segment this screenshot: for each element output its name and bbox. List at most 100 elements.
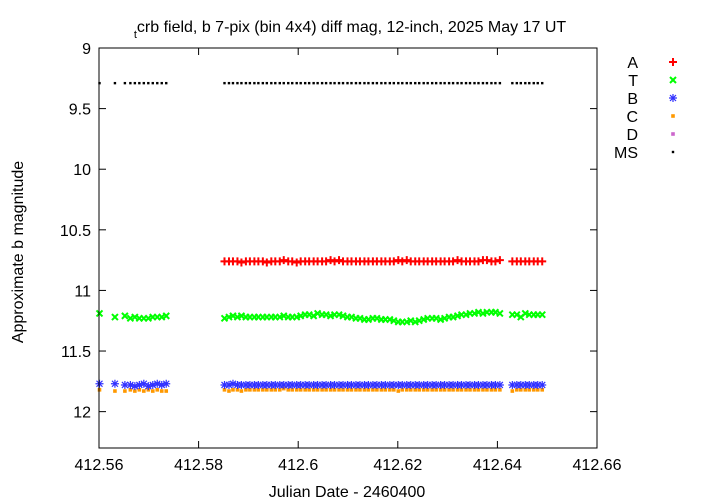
- data-point-ms: [541, 81, 544, 85]
- data-point-c: [159, 389, 164, 393]
- data-point-b: [389, 380, 398, 389]
- data-point-b: [398, 380, 407, 389]
- data-point-c: [413, 388, 418, 392]
- data-point-c: [137, 388, 142, 392]
- data-point-c: [222, 388, 227, 392]
- series-b: [95, 379, 547, 391]
- data-point-c: [128, 388, 133, 392]
- data-point-ms: [375, 81, 379, 85]
- data-point-c: [519, 388, 523, 392]
- data-point-b: [220, 380, 229, 389]
- data-point-c: [425, 388, 430, 392]
- data-point-c: [244, 388, 248, 392]
- data-point-b: [406, 380, 415, 389]
- data-point-a: [482, 256, 491, 265]
- data-point-ms: [536, 81, 539, 85]
- data-point-t: [162, 312, 170, 320]
- data-point-c: [455, 388, 460, 392]
- data-point-a: [233, 257, 242, 266]
- data-point-ms: [511, 81, 514, 85]
- data-point-ms: [160, 81, 163, 85]
- data-point-ms: [498, 81, 502, 85]
- data-point-b: [372, 380, 381, 389]
- data-point-ms: [439, 81, 442, 85]
- data-point-c: [489, 388, 494, 392]
- y-tick-label: 10: [73, 162, 91, 179]
- data-point-c: [311, 388, 316, 392]
- data-point-ms: [316, 81, 319, 85]
- data-point-ms: [358, 81, 362, 85]
- data-point-ms: [151, 81, 154, 85]
- y-tick-label: 11: [74, 283, 91, 300]
- data-point-ms: [337, 81, 341, 85]
- data-point-ms: [299, 81, 302, 85]
- data-point-c: [451, 388, 455, 392]
- data-point-c: [498, 388, 502, 392]
- data-point-c: [273, 388, 278, 392]
- data-point-c: [265, 388, 269, 392]
- data-point-c: [290, 388, 295, 392]
- data-point-b: [130, 382, 139, 391]
- series-ms: [98, 81, 544, 85]
- data-point-c: [332, 388, 337, 392]
- data-point-ms: [227, 81, 231, 85]
- data-point-ms: [307, 81, 311, 85]
- data-point-ms: [528, 81, 531, 85]
- data-point-c: [434, 388, 438, 392]
- data-point-ms: [447, 81, 451, 85]
- data-point-b: [153, 379, 162, 388]
- legend-label: B: [627, 91, 638, 108]
- data-point-c: [535, 388, 540, 392]
- data-point-ms: [133, 81, 137, 85]
- data-point-b: [381, 380, 390, 389]
- data-point-ms: [532, 81, 535, 85]
- data-point-ms: [123, 81, 127, 85]
- x-axis-label: Julian Date - 2460400: [269, 484, 426, 501]
- data-point-b: [440, 380, 449, 389]
- data-point-a: [335, 256, 344, 265]
- data-point-ms: [329, 81, 332, 85]
- series-a: [220, 256, 547, 267]
- data-point-ms: [291, 81, 294, 85]
- data-point-ms: [426, 81, 429, 85]
- data-point-c: [430, 388, 434, 392]
- data-point-ms: [257, 81, 260, 85]
- data-point-c: [358, 388, 362, 392]
- data-point-c: [472, 388, 477, 392]
- data-point-c: [341, 388, 345, 392]
- data-point-ms: [303, 81, 307, 85]
- data-point-c: [248, 388, 252, 392]
- data-point-b: [296, 380, 305, 389]
- data-point-b: [355, 380, 364, 389]
- data-point-c: [294, 388, 299, 392]
- data-point-c: [324, 388, 328, 392]
- data-point-c: [337, 388, 341, 392]
- data-point-c: [307, 388, 311, 392]
- data-point-ms: [485, 81, 489, 85]
- data-point-b: [262, 380, 271, 389]
- data-point-ms: [231, 81, 235, 85]
- data-point-ms: [113, 81, 117, 85]
- data-point-ms: [138, 81, 141, 85]
- data-point-b: [449, 380, 458, 389]
- data-point-a: [237, 258, 246, 267]
- data-point-b: [148, 380, 157, 389]
- data-point-c: [286, 388, 291, 392]
- data-point-ms: [371, 81, 375, 85]
- data-point-ms: [409, 81, 412, 85]
- data-point-ms: [324, 81, 328, 85]
- data-point-ms: [430, 81, 434, 85]
- legend-marker-t: [669, 76, 677, 84]
- data-point-a: [330, 257, 339, 266]
- data-point-ms: [363, 81, 366, 85]
- data-point-a: [538, 257, 547, 266]
- chart-title: tcrb field, b 7-pix (bin 4x4) diff mag, …: [134, 19, 567, 41]
- x-tick-label: 412.6: [278, 457, 318, 474]
- data-point-b: [533, 380, 542, 389]
- data-point-ms: [477, 81, 480, 85]
- data-point-b: [364, 380, 373, 389]
- data-point-ms: [388, 81, 392, 85]
- axis-ticks: 412.56 412.58 412.6 412.62 412.64 412.66 9 9.5 1…: [60, 41, 622, 474]
- data-point-ms: [384, 81, 387, 85]
